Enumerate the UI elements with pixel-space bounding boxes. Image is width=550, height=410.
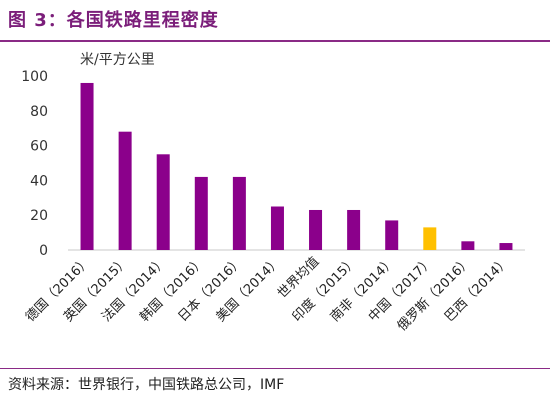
- y-axis: 0 20 40 60 80 100: [21, 69, 525, 259]
- bar: [423, 227, 437, 250]
- x-axis-labels: 德国（2016）英国（2015）法国（2014）韩国（2016）日本（2016）…: [23, 254, 513, 335]
- y-tick-label: 80: [30, 104, 48, 120]
- bar: [347, 209, 361, 250]
- title-divider: [0, 40, 550, 42]
- x-category-label: 南非（2014）: [327, 254, 398, 325]
- y-tick-label: 100: [21, 69, 48, 85]
- x-category-label: 德国（2016）: [23, 254, 94, 325]
- y-tick-label: 20: [30, 208, 48, 224]
- bar: [232, 176, 246, 250]
- bars-group: [80, 82, 513, 251]
- bar: [499, 243, 513, 250]
- bar: [118, 131, 132, 250]
- x-category-label: 印度（2015）: [289, 254, 360, 325]
- bar-chart: 0 20 40 60 80 100 德国（2016）英国（2015）法国（2014）韩国（…: [21, 52, 525, 335]
- source-note: 资料来源：世界银行，中国铁路总公司，IMF: [8, 377, 285, 393]
- bar: [156, 154, 170, 250]
- y-axis-unit-label: 米/平方公里: [80, 52, 155, 68]
- y-tick-label: 40: [30, 173, 48, 189]
- bar: [461, 241, 475, 250]
- bar: [385, 220, 399, 250]
- y-tick-label: 0: [39, 243, 48, 259]
- bar: [270, 206, 284, 250]
- bar: [80, 82, 94, 251]
- footer-divider: [0, 368, 550, 369]
- bar: [194, 176, 208, 250]
- bar: [309, 209, 323, 250]
- chart-title: 图 3：各国铁路里程密度: [8, 10, 219, 31]
- y-tick-label: 60: [30, 139, 48, 155]
